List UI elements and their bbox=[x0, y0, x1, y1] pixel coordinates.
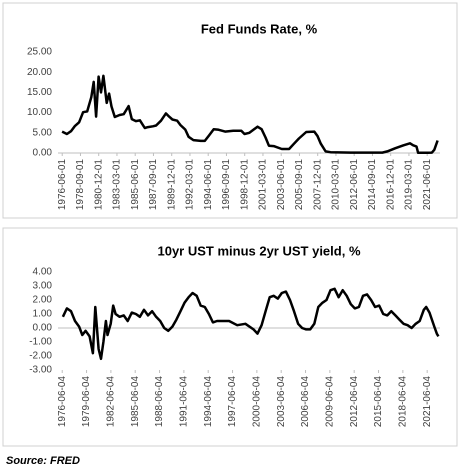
x-tick-label: 2014-09-01 bbox=[367, 159, 378, 211]
source-note: Source: FRED bbox=[6, 455, 80, 467]
x-tick-label: 1982-06-04 bbox=[106, 376, 117, 428]
x-tick-label: 1985-06-01 bbox=[130, 159, 141, 211]
y-tick-label: 3.00 bbox=[33, 281, 53, 292]
x-tick-label: 1992-03-01 bbox=[185, 159, 196, 211]
y-tick-label: 25.00 bbox=[27, 47, 52, 58]
data-line bbox=[61, 74, 439, 155]
x-tick-label: 2012-06-04 bbox=[349, 376, 360, 428]
chart-title: Fed Funds Rate, % bbox=[201, 21, 318, 36]
chart-frame bbox=[2, 227, 458, 447]
y-tick-label: 10.00 bbox=[27, 107, 52, 118]
chart-title: 10yr UST minus 2yr UST yield, % bbox=[157, 243, 360, 258]
y-tick-label: 15.00 bbox=[27, 87, 52, 98]
x-tick-label: 2005-09-01 bbox=[294, 159, 305, 211]
x-tick-label: 1988-06-04 bbox=[154, 376, 165, 428]
x-tick-label: 1979-06-04 bbox=[81, 376, 92, 428]
x-tick-label: 1976-06-01 bbox=[57, 159, 68, 211]
x-tick-label: 1987-09-01 bbox=[148, 159, 159, 211]
x-tick-label: 1978-09-01 bbox=[75, 159, 86, 211]
x-tick-label: 2015-06-04 bbox=[373, 376, 384, 428]
data-line bbox=[61, 287, 440, 361]
x-tick-label: 1994-06-01 bbox=[203, 159, 214, 211]
y-tick-label: 0.00 bbox=[33, 148, 53, 159]
x-tick-label: 2019-03-01 bbox=[404, 159, 415, 211]
y-tick-label: -2.00 bbox=[29, 351, 52, 362]
x-tick-label: 1980-12-01 bbox=[93, 159, 104, 211]
x-tick-label: 1994-06-04 bbox=[203, 376, 214, 428]
x-tick-label: 2009-06-04 bbox=[325, 376, 336, 428]
x-tick-label: 2016-12-01 bbox=[385, 159, 396, 211]
x-tick-label: 2021-06-01 bbox=[422, 159, 433, 211]
x-tick-label: 1983-03-01 bbox=[112, 159, 123, 211]
x-tick-label: 2001-03-01 bbox=[258, 159, 269, 211]
x-tick-label: 2003-06-04 bbox=[276, 376, 287, 428]
y-tick-label: -3.00 bbox=[29, 365, 52, 376]
x-tick-label: 2021-06-04 bbox=[422, 376, 433, 428]
y-tick-label: -1.00 bbox=[29, 337, 52, 348]
y-tick-label: 5.00 bbox=[33, 127, 53, 138]
y-tick-label: 1.00 bbox=[33, 309, 53, 320]
x-tick-label: 2003-06-01 bbox=[276, 159, 287, 211]
y-tick-label: 2.00 bbox=[33, 295, 53, 306]
x-tick-label: 1985-06-04 bbox=[130, 376, 141, 428]
x-tick-label: 1996-09-01 bbox=[221, 159, 232, 211]
x-tick-label: 1998-12-01 bbox=[239, 159, 250, 211]
x-tick-label: 1976-06-04 bbox=[57, 376, 68, 428]
y-tick-label: 20.00 bbox=[27, 67, 52, 78]
x-tick-label: 1991-06-04 bbox=[179, 376, 190, 428]
y-tick-label: 0.00 bbox=[33, 323, 53, 334]
x-tick-label: 2006-06-04 bbox=[300, 376, 311, 428]
y-tick-label: 4.00 bbox=[33, 267, 53, 278]
x-tick-label: 1989-12-01 bbox=[166, 159, 177, 211]
x-tick-label: 2000-06-04 bbox=[252, 376, 263, 428]
x-tick-label: 2010-03-01 bbox=[331, 159, 342, 211]
chart-frame bbox=[2, 2, 458, 219]
x-tick-label: 2018-06-04 bbox=[398, 376, 409, 428]
x-tick-label: 2012-06-01 bbox=[349, 159, 360, 211]
x-tick-label: 2007-12-01 bbox=[312, 159, 323, 211]
x-tick-label: 1997-06-04 bbox=[227, 376, 238, 428]
